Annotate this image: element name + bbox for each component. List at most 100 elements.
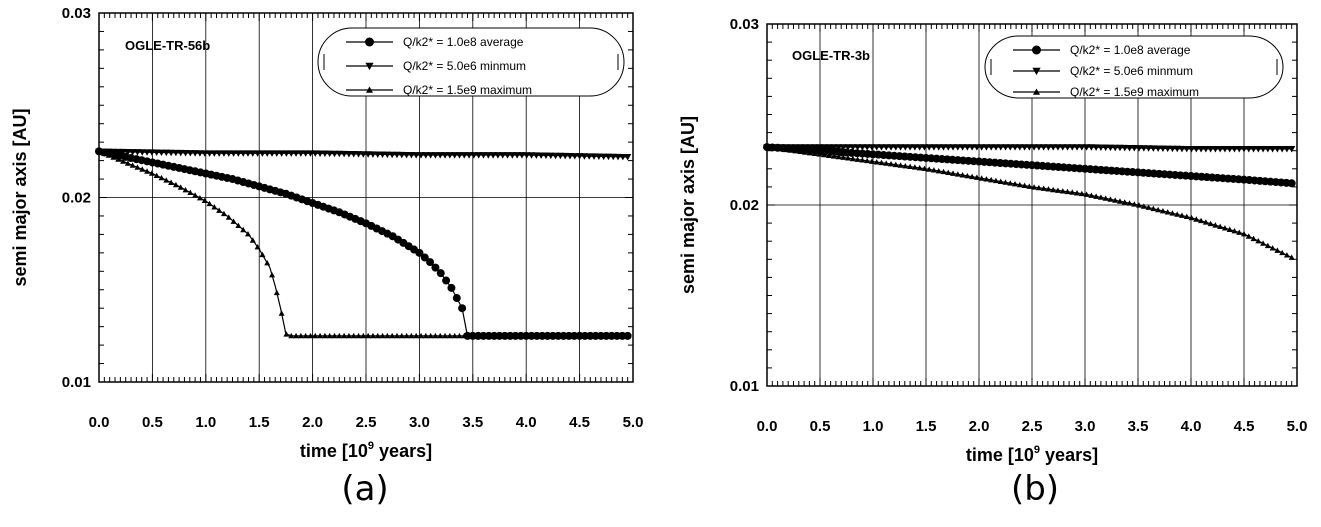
data-point (403, 332, 410, 339)
data-point (273, 150, 281, 157)
data-point (997, 144, 1005, 151)
data-point (182, 186, 189, 193)
data-point (825, 144, 833, 151)
data-point (591, 332, 598, 339)
data-point (1102, 144, 1110, 152)
chart-panel-a: 0.0 0.5 1.0 1.5 2.0 2.5 3.0 3.5 4.0 4.5 5.0 0.01 0.0… (10, 5, 643, 509)
data-point (1074, 190, 1081, 196)
data-point (158, 174, 165, 181)
data-point (1211, 146, 1219, 153)
data-point (801, 144, 809, 151)
data-point (1207, 220, 1214, 227)
data-point (1059, 188, 1066, 194)
data-point (1063, 144, 1072, 151)
data-point (1287, 179, 1296, 188)
data-point (888, 161, 895, 167)
data-point (148, 170, 155, 176)
data-point (815, 144, 824, 151)
data-point (441, 152, 449, 159)
data-point (954, 171, 961, 177)
data-point (129, 149, 137, 156)
legend-entry-label: Q/k2* = 1.0e8 average (1070, 43, 1191, 57)
data-point (1183, 145, 1191, 153)
data-point (220, 210, 227, 217)
x-tick-label: 2.5 (356, 414, 377, 431)
data-point (479, 152, 488, 159)
data-point (902, 162, 909, 169)
data-point (797, 148, 804, 155)
data-point (873, 144, 881, 151)
data-point (581, 332, 588, 339)
data-point (792, 144, 800, 151)
data-point (1226, 226, 1233, 232)
data-point (283, 331, 290, 337)
y-tick-label: 0.03 (62, 5, 91, 22)
data-point (427, 152, 435, 159)
data-point (442, 276, 451, 285)
data-point (773, 145, 780, 151)
data-point (586, 332, 593, 339)
x-tick-label: 5.0 (623, 414, 644, 431)
data-point (1279, 249, 1286, 256)
data-point (249, 237, 256, 243)
data-point (1259, 146, 1267, 153)
data-point (1236, 229, 1243, 235)
data-point (1217, 223, 1224, 230)
data-point (196, 194, 203, 201)
data-point (350, 151, 358, 158)
data-point (1288, 146, 1296, 153)
chart-panel-b: 0.0 0.5 1.0 1.5 2.0 2.5 3.0 3.5 4.0 4.5 5.0 0.01 0.0… (678, 16, 1307, 509)
data-point (402, 151, 411, 159)
data-point (873, 159, 880, 165)
x-tick-label: 4.5 (1234, 418, 1255, 435)
data-point (215, 150, 223, 157)
data-point (172, 181, 179, 188)
data-point (614, 153, 622, 161)
data-point (287, 150, 295, 157)
data-point (307, 332, 314, 339)
data-point (480, 332, 487, 339)
data-point (1140, 145, 1148, 152)
data-point (1016, 181, 1023, 188)
x-tick-label: 2.0 (302, 414, 323, 431)
data-point (1121, 199, 1128, 205)
data-point (345, 150, 353, 158)
x-tick-label: 1.0 (863, 418, 884, 435)
data-point (863, 144, 871, 151)
data-point (509, 332, 516, 339)
data-point (460, 152, 468, 159)
data-point (1125, 144, 1134, 152)
data-point (186, 150, 194, 157)
data-point (1249, 146, 1258, 153)
data-point (830, 153, 837, 159)
series-line (766, 146, 1292, 259)
data-point (1001, 144, 1010, 151)
data-point (345, 332, 352, 339)
data-point (388, 151, 396, 159)
data-point (1021, 182, 1028, 189)
data-point (110, 154, 117, 160)
data-point (316, 150, 324, 157)
y-tick-label: 0.02 (730, 197, 759, 214)
data-point (1136, 202, 1143, 208)
data-point (1240, 146, 1248, 153)
data-point (1030, 144, 1038, 151)
data-point (153, 149, 161, 156)
data-point (1116, 144, 1124, 152)
data-point (1231, 228, 1238, 234)
data-point (821, 151, 828, 158)
data-point (1245, 146, 1253, 153)
data-point (230, 218, 237, 224)
data-point (244, 230, 251, 237)
data-point (513, 152, 521, 159)
data-point (551, 152, 560, 160)
data-point (259, 251, 266, 258)
data-point (447, 283, 456, 292)
y-axis-label: semi major axis [AU] (10, 108, 30, 286)
data-point (1192, 146, 1200, 153)
data-point (1107, 196, 1114, 202)
series-1 (763, 144, 1296, 153)
data-point (1044, 144, 1053, 151)
data-point (944, 144, 952, 151)
